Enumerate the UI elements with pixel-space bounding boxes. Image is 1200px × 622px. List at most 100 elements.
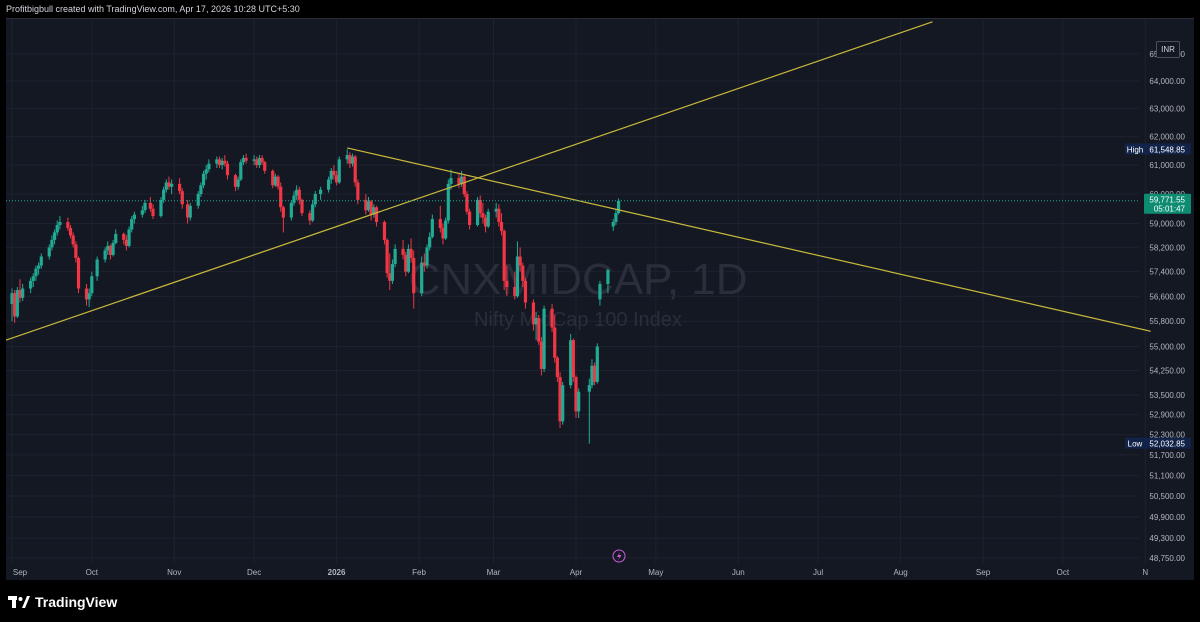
candle-down	[401, 239, 405, 260]
tradingview-logo[interactable]: TradingView	[8, 594, 117, 610]
candle-up	[486, 208, 490, 228]
candle-body	[108, 245, 113, 255]
candle-down	[263, 160, 267, 174]
candle-up	[15, 286, 19, 319]
candle-down	[497, 204, 501, 227]
currency-button[interactable]: INR	[1156, 41, 1180, 58]
chart-credit-header: Profitbigbull created with TradingView.c…	[6, 4, 300, 14]
candle-body	[18, 290, 22, 298]
candle-body	[289, 202, 293, 218]
candle-up	[207, 159, 211, 173]
candle-down	[550, 304, 554, 333]
candlestick-chart[interactable]: CNXMIDCAP, 1D Nifty MidCap 100 Index 48,7…	[6, 19, 1194, 581]
price-tick-label: 52,300.00	[1149, 431, 1185, 440]
candle-body	[494, 208, 498, 212]
candle-up	[428, 232, 432, 251]
candle-body	[217, 159, 222, 166]
candles-layer	[10, 149, 621, 444]
candle-up	[295, 185, 299, 200]
time-tick-label: Jul	[813, 568, 823, 577]
candle-up	[87, 288, 91, 308]
time-tick-label: Apr	[570, 568, 583, 577]
candle-body	[497, 208, 501, 223]
candle-down	[84, 283, 89, 306]
candle-body	[50, 239, 54, 248]
time-tick-label: N	[1142, 568, 1148, 577]
candle-body	[37, 265, 41, 269]
chart-area[interactable]: CNXMIDCAP, 1D Nifty MidCap 100 Index 48,7…	[6, 18, 1194, 581]
candle-up	[350, 153, 355, 167]
candle-up	[239, 159, 243, 181]
candle-down	[553, 314, 557, 363]
price-tick-label: 58,200.00	[1149, 243, 1185, 252]
candle-body	[31, 276, 35, 281]
candle-body	[47, 247, 51, 257]
candle-up	[21, 283, 25, 301]
candle-body	[52, 232, 57, 240]
candle-down	[332, 165, 336, 180]
candle-body	[505, 280, 509, 287]
candle-body	[10, 293, 14, 305]
candle-down	[374, 205, 379, 227]
candle-down	[217, 156, 222, 168]
candle-down	[574, 375, 578, 419]
candle-body	[164, 182, 168, 190]
candle-body	[196, 194, 200, 206]
candle-body	[523, 280, 528, 303]
candle-body	[281, 207, 285, 218]
candle-down	[122, 232, 126, 245]
candle-body	[313, 194, 317, 205]
candle-body	[220, 160, 224, 166]
candle-up	[406, 244, 410, 274]
candle-down	[276, 175, 280, 190]
candle-up	[52, 229, 57, 245]
candle-down	[308, 210, 312, 225]
candle-body	[326, 179, 331, 190]
candle-body	[382, 222, 387, 240]
candle-body	[188, 205, 192, 218]
candle-up	[188, 202, 192, 221]
candle-body	[130, 219, 134, 230]
candle-down	[151, 204, 155, 220]
candle-body	[569, 340, 573, 386]
candle-body	[276, 176, 280, 187]
candle-down	[353, 155, 357, 187]
candle-body	[542, 308, 546, 369]
candle-down	[223, 155, 227, 167]
high-value: 61,548.85	[1149, 145, 1185, 154]
candle-up	[542, 305, 546, 373]
candle-up	[257, 155, 262, 168]
candle-up	[319, 186, 323, 200]
candle-body	[29, 280, 33, 289]
price-tick-label: 62,000.00	[1149, 133, 1185, 142]
time-tick-label: Mar	[487, 568, 501, 577]
price-tick-label: 64,000.00	[1149, 77, 1185, 86]
candle-up	[196, 191, 200, 209]
tradingview-logo-icon	[8, 596, 30, 608]
candle-down	[255, 156, 259, 168]
candle-down	[462, 175, 466, 197]
candle-body	[273, 176, 277, 186]
candle-up	[475, 196, 480, 227]
candle-up	[201, 170, 206, 189]
time-tick-label: Sep	[976, 568, 991, 577]
price-tick-label: 61,000.00	[1149, 161, 1185, 170]
candle-body	[428, 236, 432, 248]
candle-body	[531, 302, 536, 325]
candle-body	[207, 163, 211, 170]
candle-body	[223, 160, 227, 164]
price-tick-label: 51,700.00	[1149, 451, 1185, 460]
candle-up	[29, 277, 33, 294]
candle-body	[58, 222, 62, 225]
candle-body	[406, 248, 410, 272]
candle-body	[295, 189, 299, 196]
candle-down	[412, 250, 416, 309]
candle-down	[409, 238, 413, 263]
candle-body	[553, 327, 557, 358]
price-tick-label: 48,750.00	[1149, 554, 1185, 563]
candle-down	[513, 271, 517, 300]
candle-up	[598, 280, 602, 306]
candle-down	[385, 238, 389, 278]
candle-down	[465, 191, 469, 215]
watermark-subtitle: Nifty MidCap 100 Index	[474, 309, 682, 331]
